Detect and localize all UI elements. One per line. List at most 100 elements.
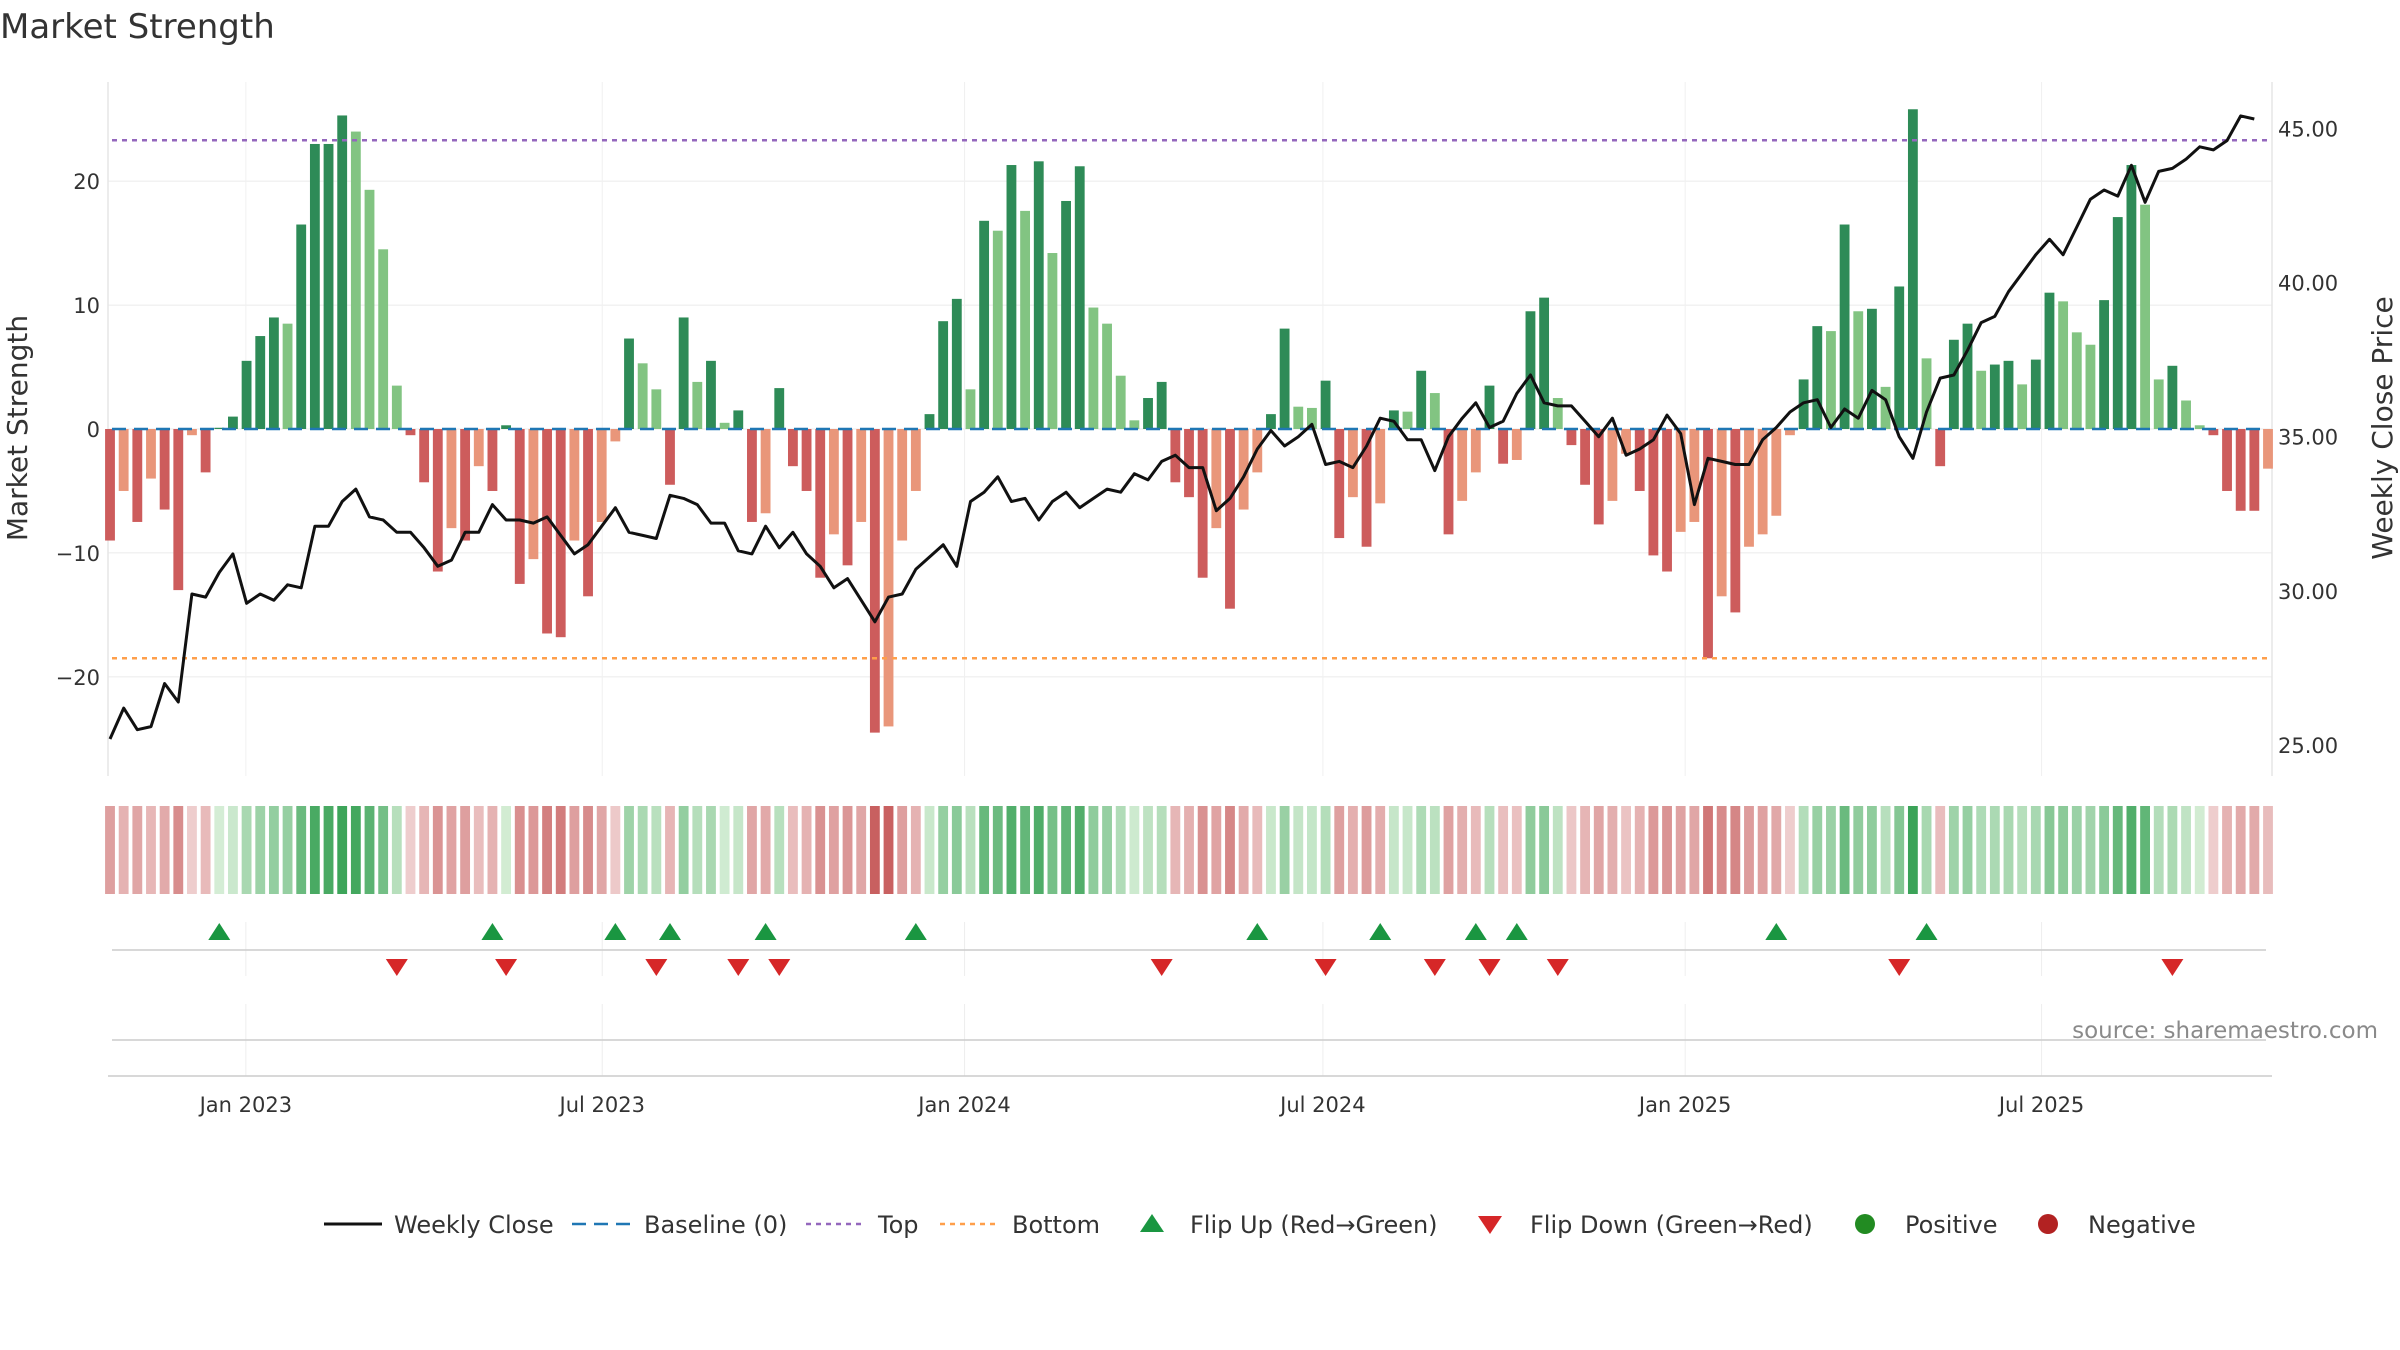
strength-bar xyxy=(1334,429,1345,539)
strength-bar xyxy=(255,336,266,429)
strength-bar xyxy=(856,429,867,522)
legend-swatch-negative xyxy=(2038,1214,2058,1234)
heat-cell xyxy=(296,806,307,894)
heat-cell xyxy=(323,806,334,894)
heat-cell xyxy=(1989,806,2000,894)
strength-bar xyxy=(1047,253,1058,429)
strength-bar xyxy=(1552,398,1563,429)
strength-bar xyxy=(309,143,320,429)
heat-cell xyxy=(2181,806,2191,894)
strength-bar xyxy=(337,115,348,429)
heat-cell xyxy=(1047,806,1058,894)
heat-cell xyxy=(1266,806,1276,894)
heat-cell xyxy=(1894,806,1905,894)
heat-cell xyxy=(2263,806,2273,894)
heat-cell xyxy=(760,806,771,894)
heat-cell xyxy=(1607,806,1618,894)
heat-cell xyxy=(146,806,156,894)
y-tick-label-right: 25.00 xyxy=(2278,734,2338,758)
flip-down-marker xyxy=(768,959,791,976)
strength-bar xyxy=(747,429,757,522)
heat-cell xyxy=(1334,806,1345,894)
heat-cell xyxy=(1580,806,1591,894)
heat-cell xyxy=(1033,806,1044,894)
empty-panel xyxy=(108,1004,2272,1077)
heat-cell xyxy=(1907,806,1918,894)
legend-label: Weekly Close xyxy=(394,1211,554,1239)
heat-cell xyxy=(1675,806,1686,894)
strength-bar xyxy=(951,298,962,429)
strength-bar xyxy=(706,360,716,429)
heat-cell xyxy=(1948,806,1959,894)
y-tick-label-left: −10 xyxy=(56,542,100,566)
heat-cell xyxy=(2222,806,2232,894)
heat-cell xyxy=(1935,806,1946,894)
heat-cell xyxy=(733,806,744,894)
x-tick-label: Jan 2024 xyxy=(916,1093,1011,1117)
strength-bar xyxy=(159,429,170,510)
legend-label: Flip Down (Green→Red) xyxy=(1530,1211,1813,1239)
strength-bar xyxy=(364,189,375,429)
heat-cell xyxy=(214,806,225,894)
strength-bar xyxy=(2071,332,2082,429)
strength-bar xyxy=(214,427,225,429)
heat-cell xyxy=(1826,806,1836,894)
flip-up-marker xyxy=(754,923,777,940)
strength-bar xyxy=(1675,429,1686,532)
heat-cell xyxy=(1443,806,1454,894)
strength-bar xyxy=(569,429,580,541)
heat-cell xyxy=(255,806,266,894)
strength-bar xyxy=(542,429,552,634)
heat-cell xyxy=(1866,806,1877,894)
heat-cell xyxy=(719,806,730,894)
heat-cell xyxy=(1785,806,1795,894)
heat-cell xyxy=(2112,806,2123,894)
heat-cell xyxy=(1703,806,1713,894)
heat-cell xyxy=(1416,806,1427,894)
strength-bar xyxy=(378,249,389,429)
flip-down-marker xyxy=(1314,959,1337,976)
heat-cell xyxy=(1320,806,1331,894)
flip-up-marker xyxy=(481,923,504,940)
strength-bar xyxy=(2030,359,2041,429)
strength-bar xyxy=(1006,165,1017,429)
heat-cell xyxy=(2003,806,2014,894)
heat-cell xyxy=(1211,806,1222,894)
heat-cell xyxy=(2140,806,2150,894)
strength-bar xyxy=(1757,429,1768,535)
heat-cell xyxy=(391,806,402,894)
heat-cell xyxy=(2030,806,2041,894)
strength-bar xyxy=(446,429,457,529)
heat-cell xyxy=(569,806,580,894)
strength-bar xyxy=(2263,429,2273,469)
heat-cell xyxy=(118,806,129,894)
strength-bar xyxy=(801,429,812,491)
legend-label: Negative xyxy=(2088,1211,2196,1239)
x-tick-label: Jan 2025 xyxy=(1637,1093,1732,1117)
heat-cell xyxy=(1744,806,1754,894)
legend-swatch-positive xyxy=(1855,1214,1875,1234)
heat-cell xyxy=(1839,806,1850,894)
strength-bar xyxy=(2099,300,2110,429)
heat-cell xyxy=(706,806,716,894)
heat-cell xyxy=(200,806,211,894)
strength-bar xyxy=(1989,364,2000,429)
strength-bar xyxy=(487,429,498,491)
heat-cell xyxy=(1593,806,1604,894)
strength-bar xyxy=(1525,311,1536,429)
strength-bar xyxy=(1293,406,1304,429)
strength-bar xyxy=(2017,384,2028,429)
strength-bar xyxy=(296,224,307,429)
strength-bar xyxy=(2153,379,2164,429)
strength-bar xyxy=(665,429,675,485)
heat-cell xyxy=(514,806,525,894)
heat-cell xyxy=(1812,806,1823,894)
legend-swatch-flip-up xyxy=(1140,1214,1164,1232)
heat-cell xyxy=(938,806,949,894)
heat-cell xyxy=(869,806,880,894)
strength-bar xyxy=(1033,161,1044,430)
heat-cell xyxy=(1498,806,1509,894)
strength-bar xyxy=(1498,429,1509,464)
x-axis: Jan 2023 Jul 2023 Jan 2024 Jul 2024 Jan 2025… xyxy=(198,1093,2085,1117)
